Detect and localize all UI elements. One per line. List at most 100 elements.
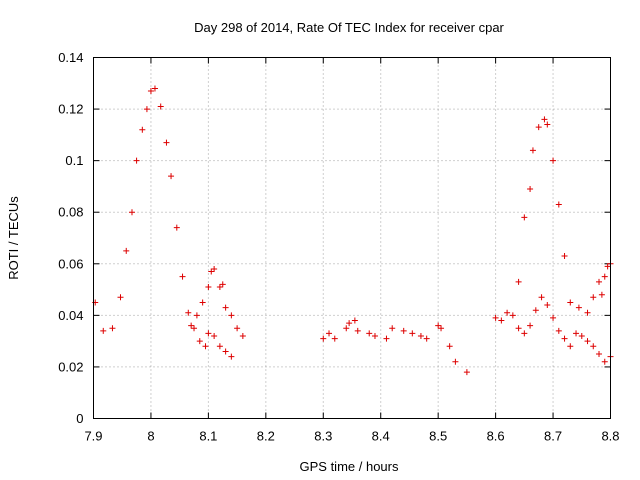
chart-title: Day 298 of 2014, Rate Of TEC Index for r… <box>194 20 504 35</box>
data-point-series-2 <box>239 332 246 339</box>
data-point-series-4 <box>343 325 350 332</box>
data-point-series-1 <box>191 325 198 332</box>
y-tick-label: 0.08 <box>58 205 83 220</box>
data-point-series-5 <box>561 335 568 342</box>
data-point-series-1 <box>147 88 154 95</box>
data-point-series-1 <box>185 309 192 316</box>
data-point-series-5 <box>550 314 557 321</box>
data-point-series-5 <box>509 312 516 319</box>
data-point-series-1 <box>109 325 116 332</box>
data-points <box>92 85 614 376</box>
x-tick-label: 8.8 <box>601 429 619 444</box>
data-point-series-1 <box>222 348 229 355</box>
data-point-series-4 <box>400 327 407 334</box>
x-tick-label: 8 <box>147 429 154 444</box>
x-tick-label: 7.9 <box>84 429 102 444</box>
y-tick-label: 0.06 <box>58 256 83 271</box>
y-tick-label: 0.04 <box>58 308 83 323</box>
x-tick-label: 8.6 <box>487 429 505 444</box>
data-point-series-2 <box>193 312 200 319</box>
data-point-series-3 <box>596 278 603 285</box>
data-point-series-1 <box>228 353 235 360</box>
data-point-series-4 <box>346 320 353 327</box>
y-tick-label: 0.1 <box>65 153 83 168</box>
data-point-series-2 <box>205 283 212 290</box>
axes: 7.9 8 8.1 8.2 8.3 8.4 8.5 8.6 8.7 8.8 0 0.02 0.04 0.0… <box>58 50 619 444</box>
data-point-series-4 <box>366 330 373 337</box>
data-point-series-5 <box>498 317 505 324</box>
x-tick-label: 8.7 <box>544 429 562 444</box>
data-point-series-3 <box>550 157 557 164</box>
data-point-series-1 <box>117 294 124 301</box>
data-point-series-3 <box>535 124 542 131</box>
data-point-series-2 <box>216 283 223 290</box>
data-point-series-4 <box>326 330 333 337</box>
y-tick-label: 0.12 <box>58 102 83 117</box>
data-point-series-1 <box>168 173 175 180</box>
data-point-series-3 <box>604 263 611 270</box>
x-tick-label: 8.1 <box>199 429 217 444</box>
x-tick-label: 8.4 <box>372 429 390 444</box>
data-point-series-2 <box>228 312 235 319</box>
plot-frame <box>93 57 611 419</box>
x-tick-label: 8.3 <box>314 429 332 444</box>
data-point-series-4 <box>435 322 442 329</box>
y-axis-label: ROTI / TECUs <box>6 196 21 280</box>
data-point-series-1 <box>123 247 130 254</box>
data-point-series-5 <box>492 314 499 321</box>
data-point-series-4 <box>452 358 459 365</box>
data-point-series-5 <box>596 351 603 358</box>
data-point-series-3 <box>590 294 597 301</box>
data-point-series-5 <box>538 294 545 301</box>
data-point-series-1 <box>139 126 146 133</box>
data-point-series-1 <box>216 343 223 350</box>
data-point-series-4 <box>423 335 430 342</box>
data-point-series-2 <box>234 325 241 332</box>
data-point-series-3 <box>544 121 551 128</box>
data-point-series-4 <box>463 369 470 376</box>
data-point-series-4 <box>331 335 338 342</box>
y-tick-label: 0 <box>76 411 83 426</box>
data-point-series-5 <box>555 327 562 334</box>
data-point-series-3 <box>567 299 574 306</box>
data-point-series-3 <box>561 253 568 260</box>
data-point-series-3 <box>601 273 608 280</box>
data-point-series-3 <box>521 214 528 221</box>
data-point-series-4 <box>417 332 424 339</box>
data-point-series-1 <box>196 338 203 345</box>
data-point-series-5 <box>567 343 574 350</box>
data-point-series-5 <box>521 330 528 337</box>
data-point-series-5 <box>515 325 522 332</box>
data-point-series-1 <box>133 157 140 164</box>
data-point-series-4 <box>383 335 390 342</box>
data-point-series-5 <box>544 302 551 309</box>
data-point-series-5 <box>527 322 534 329</box>
x-axis-label: GPS time / hours <box>300 459 399 474</box>
data-point-series-5 <box>584 338 591 345</box>
data-point-series-5 <box>578 332 585 339</box>
data-point-series-1 <box>128 209 135 216</box>
data-point-series-1 <box>100 327 107 334</box>
data-point-series-1 <box>211 332 218 339</box>
data-point-series-2 <box>199 299 206 306</box>
data-point-series-4 <box>371 332 378 339</box>
data-point-series-3 <box>529 147 536 154</box>
data-point-series-3 <box>555 201 562 208</box>
data-point-series-4 <box>446 343 453 350</box>
data-point-series-4 <box>438 325 445 332</box>
x-tick-label: 8.5 <box>429 429 447 444</box>
data-point-series-2 <box>208 268 215 275</box>
data-point-series-4 <box>320 335 327 342</box>
data-point-series-1 <box>202 343 209 350</box>
data-point-series-1 <box>157 103 164 110</box>
data-point-series-3 <box>584 309 591 316</box>
data-point-series-1 <box>205 330 212 337</box>
y-tick-label: 0.14 <box>58 50 83 65</box>
data-point-series-3 <box>541 116 548 123</box>
data-point-series-4 <box>354 327 361 334</box>
grid-lines <box>93 57 611 419</box>
x-tick-label: 8.2 <box>257 429 275 444</box>
y-tick-label: 0.02 <box>58 359 83 374</box>
data-point-series-1 <box>179 273 186 280</box>
